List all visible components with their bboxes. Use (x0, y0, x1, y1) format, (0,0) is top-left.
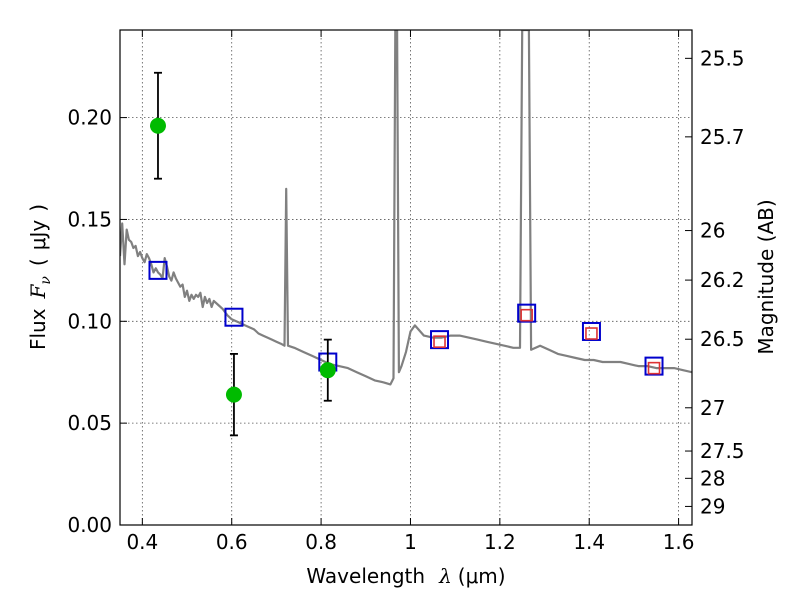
y-tick-label: 0.20 (67, 106, 112, 130)
axes: 0.4 0.6 0.8 1 1.2 1.4 1.6 0.00 0.05 0.10 0.15 0.20 2… (67, 30, 745, 554)
observed-point (225, 386, 242, 403)
x-tick-label: 0.8 (305, 530, 337, 554)
plot-frame (119, 29, 693, 526)
observed-band-square (585, 327, 598, 340)
observed-point (319, 362, 336, 379)
y2-tick-label: 27 (700, 396, 725, 420)
y2-tick-label: 25.5 (700, 46, 745, 70)
y2-tick-label: 27.5 (700, 439, 745, 463)
y2-tick-label: 26.5 (700, 327, 745, 351)
model-spectrum-line (120, 30, 692, 386)
y2-tick-label: 25.7 (700, 125, 745, 149)
model-band-square (644, 356, 664, 376)
y2-tick-label: 28 (700, 466, 725, 490)
observed-point (149, 117, 166, 134)
x-tick-label: 1.4 (573, 530, 605, 554)
observed-band-square (520, 308, 533, 322)
x-tick-label: 1 (404, 530, 417, 554)
x-tick-label: 0.6 (216, 530, 248, 554)
y2-axis-label: Magnitude (AB) (754, 199, 778, 354)
y-tick-label: 0.05 (67, 411, 112, 435)
plot-area (120, 30, 692, 437)
x-tick-label: 0.4 (126, 530, 158, 554)
y2-tick-label: 29 (700, 494, 725, 518)
y-tick-label: 0.00 (67, 513, 112, 537)
y-tick-label: 0.10 (67, 309, 112, 333)
model-band-square (224, 307, 244, 327)
y-axis-label: FluxFν(μJy) (26, 204, 54, 350)
y2-tick-label: 26 (700, 219, 725, 243)
model-band-square (430, 330, 450, 350)
y-tick-label: 0.15 (67, 207, 112, 231)
y2-tick-label: 26.2 (700, 268, 745, 292)
x-tick-label: 1.6 (663, 530, 695, 554)
grid-lines (120, 30, 692, 526)
model-band-square (517, 303, 537, 323)
observed-band-square (647, 361, 661, 375)
x-axis-label: Wavelength λ (μm) (306, 564, 505, 588)
model-band-square (148, 260, 168, 280)
model-band-square (581, 321, 601, 341)
x-tick-label: 1.2 (484, 530, 516, 554)
observed-band-square (433, 335, 446, 348)
